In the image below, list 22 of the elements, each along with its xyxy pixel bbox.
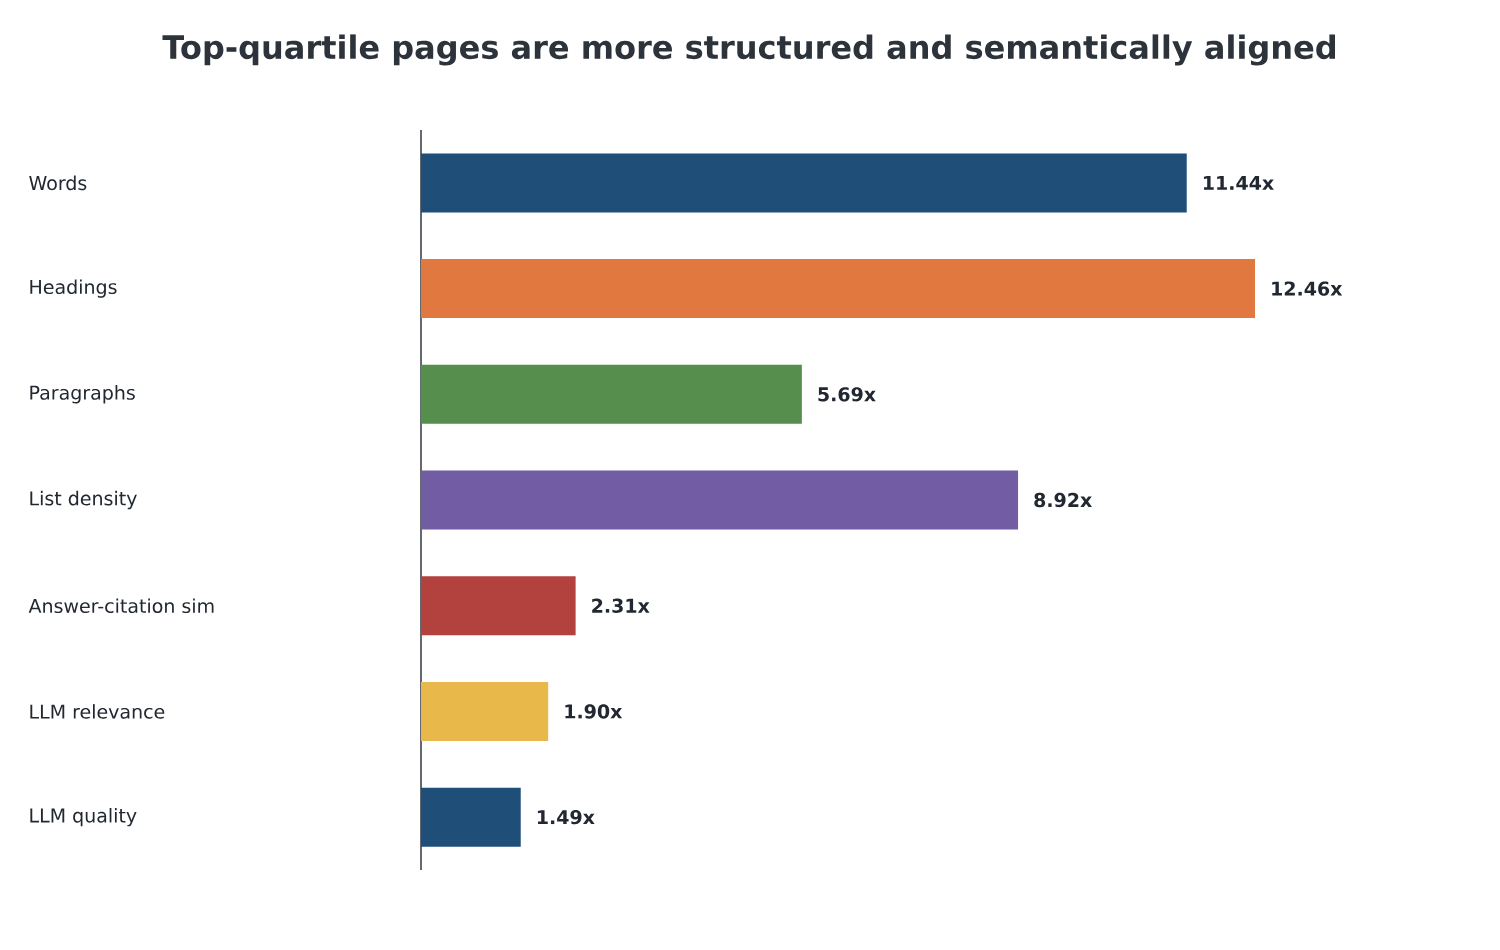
y-tick-label: Headings (30, 279, 117, 298)
y-tick-label: Answer-citation sim (28, 598, 214, 614)
chart-title: Top-quartile pages are more structured and semantically aligned (162, 34, 1336, 66)
data-label: 5.69x (818, 387, 876, 402)
bar (421, 153, 1187, 213)
data-label: 2.31x (592, 598, 650, 613)
data-label: 11.44x (1203, 175, 1274, 190)
bar (421, 259, 1255, 319)
y-tick-label: List density (30, 490, 137, 510)
data-label: 12.46x (1272, 281, 1343, 296)
bar (421, 787, 521, 847)
data-label: 8.92x (1034, 492, 1092, 508)
bar (421, 681, 549, 741)
y-tick-label: LLM relevance (30, 704, 165, 719)
y-tick-label: LLM quality (30, 807, 137, 827)
data-label: 1.49x (537, 809, 595, 825)
bar (421, 470, 1019, 530)
bar (421, 364, 802, 424)
data-label: 1.90x (565, 704, 623, 719)
y-tick-label: Words (29, 175, 87, 191)
y-tick-label: Paragraphs (30, 385, 135, 404)
bar (421, 576, 576, 636)
